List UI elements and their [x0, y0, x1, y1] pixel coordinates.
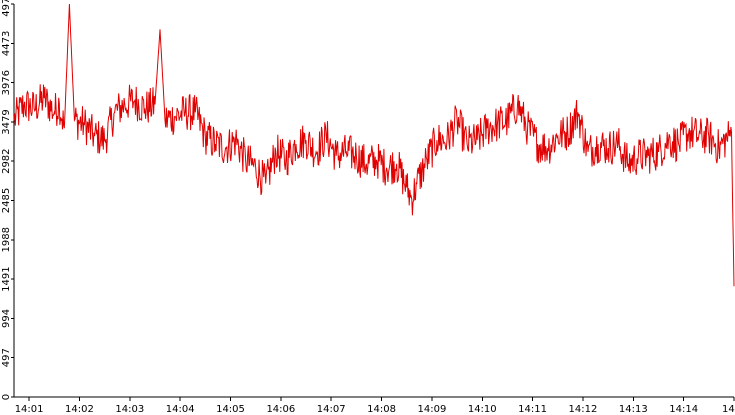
- x-tick-label: 14:10: [468, 404, 497, 415]
- y-tick-label: 1491: [1, 266, 12, 291]
- x-tick-label: 14:13: [619, 404, 648, 415]
- x-tick-label: 14:05: [216, 404, 245, 415]
- y-tick-label: 994: [1, 309, 12, 328]
- x-tick-label: 14:12: [569, 404, 598, 415]
- y-tick-label: 1988: [1, 227, 12, 252]
- y-tick-label: 2982: [1, 148, 12, 173]
- x-tick-label: 14:08: [367, 404, 396, 415]
- x-tick-label: 14:01: [15, 404, 44, 415]
- y-axis: 0 497 994 1491 1988 2485 2982 3479 3976 4473 4971: [1, 0, 15, 400]
- y-tick-label: 3479: [1, 109, 12, 134]
- series-line: [13, 3, 735, 287]
- x-tick-label: 14:04: [166, 404, 195, 415]
- plot-area: [13, 3, 735, 287]
- x-tick-label: 14:03: [115, 404, 144, 415]
- y-tick-label: 3976: [1, 70, 12, 95]
- y-tick-label: 4971: [1, 0, 12, 17]
- x-tick-label: 14:02: [65, 404, 94, 415]
- y-tick-label: 497: [1, 348, 12, 367]
- y-tick-label: 4473: [1, 31, 12, 56]
- x-tick-label: 14:14: [669, 404, 698, 415]
- x-tick-label: 14:07: [317, 404, 346, 415]
- x-tick-label: 14:06: [266, 404, 295, 415]
- y-tick-label: 0: [1, 394, 12, 400]
- y-tick-label: 2485: [1, 188, 12, 213]
- x-tick-label: 14:11: [518, 404, 547, 415]
- x-axis: 14:01 14:02 14:03 14:04 14:05 14:06 14:07 14:08…: [14, 396, 735, 415]
- x-tick-label: 14:09: [417, 404, 446, 415]
- x-tick-label: 14: [722, 404, 735, 415]
